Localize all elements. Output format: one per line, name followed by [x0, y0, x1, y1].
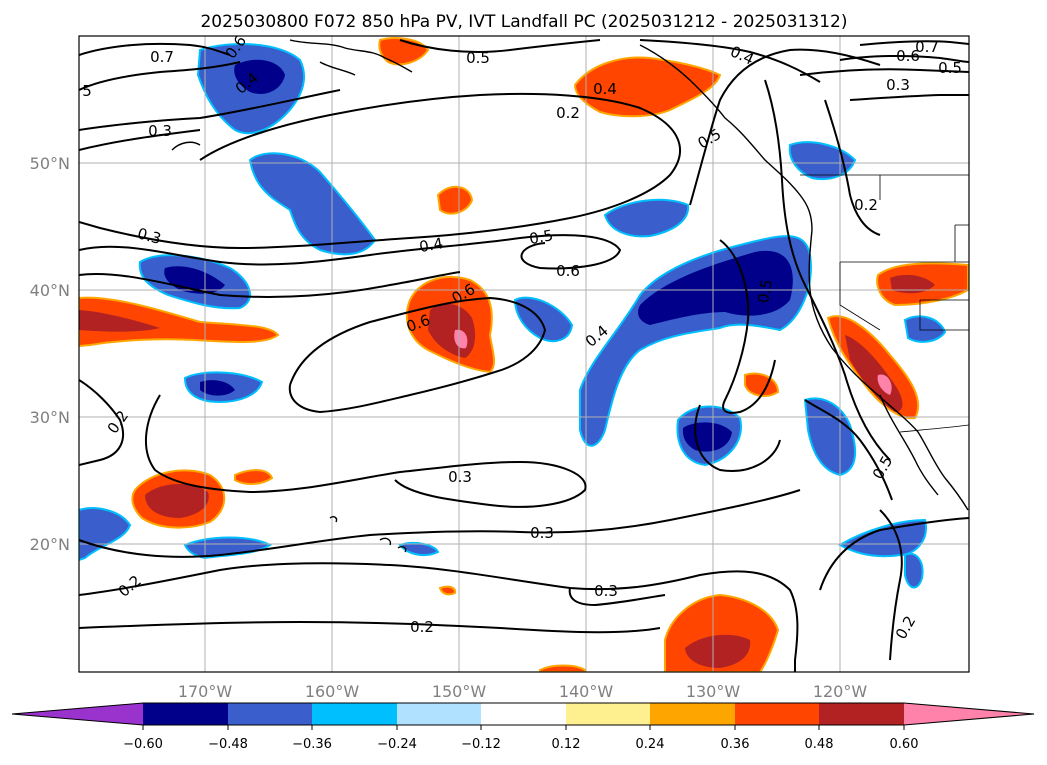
- lon-label: 150°W: [432, 682, 487, 701]
- contour-label: 0.3: [886, 76, 910, 94]
- colorbar-segment: [143, 703, 228, 725]
- colorbar-segment: [735, 703, 819, 725]
- colorbar-tick-label: −0.60: [123, 737, 163, 752]
- contour-label: 0.3: [448, 468, 472, 486]
- negative-region: [183, 536, 272, 560]
- colorbar-extend-min: [12, 703, 143, 725]
- colorbar-tick-label: −0.12: [461, 737, 501, 752]
- positive-region: [436, 185, 474, 215]
- negative-region: [603, 198, 690, 238]
- negative-region: [904, 552, 924, 589]
- positive-core: [685, 634, 751, 668]
- graticule: [79, 36, 969, 672]
- colorbar: −0.60 −0.48 −0.36 −0.24 −0.12 0.12 0.24 …: [11, 702, 1035, 752]
- lon-label: 120°W: [813, 682, 868, 701]
- contour-label: 0.5: [528, 226, 555, 248]
- longitude-labels: 170°W 160°W 150°W 140°W 130°W 120°W: [178, 682, 868, 701]
- contour-label: 0.4: [418, 234, 445, 256]
- colorbar-tick-labels: −0.60 −0.48 −0.36 −0.24 −0.12 0.12 0.24 …: [123, 737, 918, 752]
- colorbar-tick-label: 0.12: [552, 737, 581, 752]
- positive-core: [145, 484, 209, 518]
- contour-label: 0.4: [593, 80, 617, 98]
- contour-label: 0.7: [915, 38, 939, 56]
- negative-region: [837, 518, 927, 558]
- positive-core: [890, 274, 935, 294]
- negative-core: [200, 380, 235, 396]
- contour-label: 0.3: [135, 224, 163, 248]
- contour-label: 0.5: [754, 278, 776, 305]
- contour-label: 0.6: [896, 47, 920, 65]
- contour-label: 0.3: [594, 582, 618, 600]
- positive-max: [877, 374, 892, 395]
- colorbar-tick-label: 0.24: [636, 737, 665, 752]
- positive-core: [79, 310, 160, 332]
- contour-label: 5: [82, 82, 92, 100]
- colorbar-segment: [566, 703, 650, 725]
- colorbar-segment: [650, 703, 735, 725]
- negative-core: [234, 59, 285, 95]
- map-frame: [78, 35, 970, 673]
- contour-label: 0.7: [150, 48, 174, 66]
- colorbar-ticks: [142, 725, 905, 730]
- colorbar-segment: [819, 703, 904, 725]
- contour-label: 0.3: [148, 122, 172, 140]
- colorbar-tick-label: −0.24: [377, 737, 417, 752]
- negative-region: [803, 397, 857, 477]
- lat-label: 50°N: [30, 154, 70, 173]
- positive-max: [454, 329, 468, 349]
- colorbar-segment: [397, 703, 481, 725]
- lat-label: 40°N: [30, 281, 70, 300]
- coastlines: [171, 39, 969, 553]
- negative-region: [398, 542, 440, 557]
- lat-label: 20°N: [30, 535, 70, 554]
- contour-label: 0.5: [466, 49, 490, 67]
- negative-region: [79, 507, 132, 562]
- positive-region: [234, 469, 274, 485]
- colorbar-tick-label: −0.48: [208, 737, 248, 752]
- negative-core: [638, 250, 793, 325]
- colorbar-segment: [312, 703, 397, 725]
- colorbar-tick-label: 0.48: [805, 737, 834, 752]
- positive-region: [438, 585, 457, 596]
- contour-label: 0.5: [938, 59, 962, 77]
- map-panel: 0.7 0.6 0.4 5 0.3 0.5 0.4 0.2 0.4 0.6 0.…: [78, 35, 970, 673]
- contour-label: 0.2: [854, 196, 878, 214]
- contour-label: 0.3: [530, 524, 554, 542]
- contour-label: 0.6: [556, 262, 580, 280]
- colorbar-tick-label: 0.36: [721, 737, 750, 752]
- lon-label: 130°W: [686, 682, 741, 701]
- positive-region: [539, 664, 586, 672]
- contour-label: 0.2: [410, 618, 434, 636]
- map-background: [79, 36, 969, 672]
- contour-label: 0.2: [556, 104, 580, 122]
- lon-label: 170°W: [178, 682, 233, 701]
- colorbar-extend-max: [904, 703, 1034, 725]
- pv-contours: [79, 39, 969, 672]
- political-borders: [800, 174, 969, 433]
- lon-label: 140°W: [559, 682, 614, 701]
- lat-label: 30°N: [30, 408, 70, 427]
- positive-region: [79, 296, 280, 348]
- colorbar-segment: [228, 703, 312, 725]
- lon-label: 160°W: [305, 682, 360, 701]
- figure-title: 2025030800 F072 850 hPa PV, IVT Landfall…: [200, 12, 847, 32]
- colorbar-segment: [481, 703, 566, 725]
- colorbar-tick-label: 0.60: [890, 737, 919, 752]
- latitude-labels: 50°N 40°N 30°N 20°N: [30, 154, 70, 554]
- colorbar-tick-label: −0.36: [292, 737, 332, 752]
